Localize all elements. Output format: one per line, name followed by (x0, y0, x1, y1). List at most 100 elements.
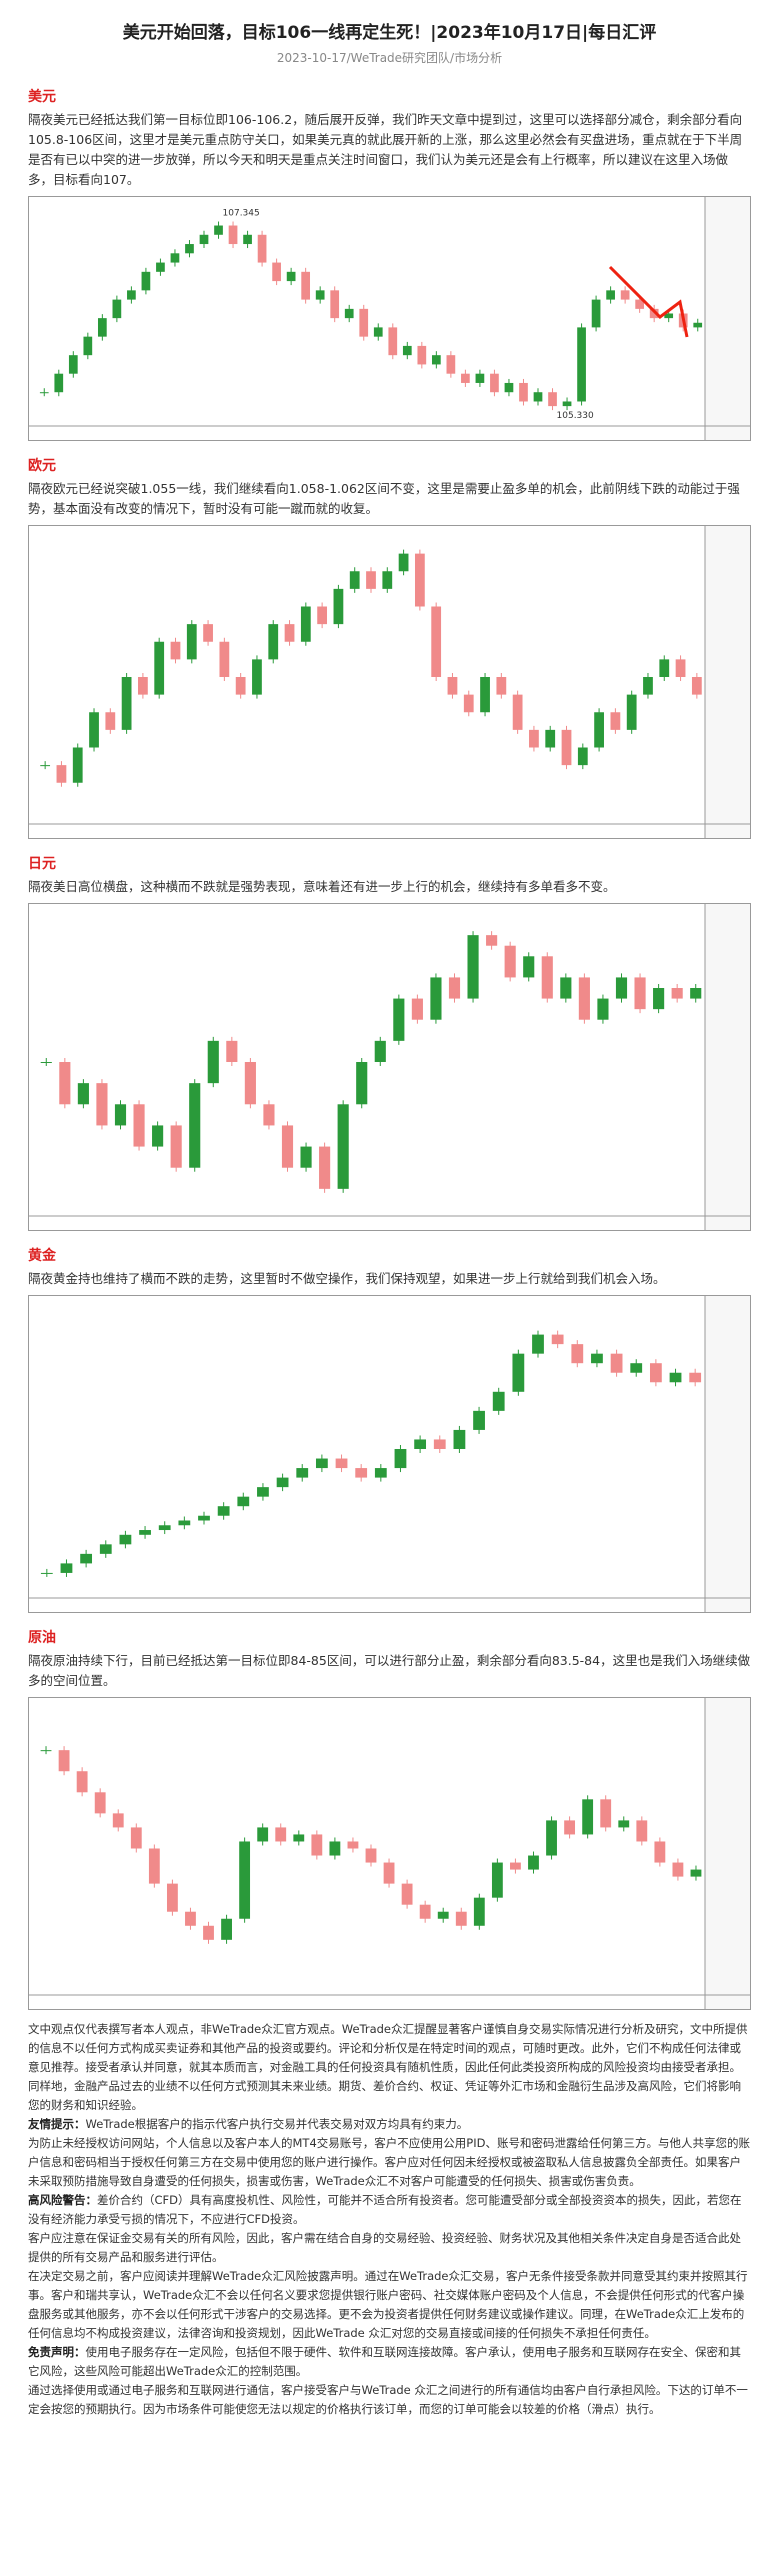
candle-body (284, 624, 295, 642)
candle-body (300, 606, 311, 642)
candle-body (591, 299, 601, 328)
section-heading: 欧元 (28, 458, 56, 474)
candle-body (252, 659, 262, 695)
candle-body (672, 1862, 684, 1877)
candle-body (355, 1468, 368, 1478)
candle-body (486, 935, 498, 946)
candle-body (551, 1334, 564, 1345)
candle-body (300, 1146, 312, 1168)
chart (28, 1295, 751, 1613)
candle-body (276, 1477, 289, 1488)
candle-body (228, 225, 238, 245)
disclaimer-text: 文中观点仅代表撰写者本人观点，非WeTrade众汇官方观点。WeTrade众汇提… (28, 2022, 748, 2112)
candle-body (634, 977, 646, 1010)
candle-body (83, 336, 93, 356)
section-text: 隔夜黄金持也维持了横而不跌的走势，这里暂时不做空操作，我们保持观望，如果进一步上… (28, 1271, 666, 1286)
candle-body (504, 382, 514, 393)
candle-body (546, 1820, 557, 1856)
price-axis (705, 1296, 750, 1612)
candle-body (275, 1827, 287, 1842)
candle-body (199, 234, 209, 245)
disclaimer-label: 高风险警告： (28, 2193, 97, 2207)
candle-body (221, 1918, 232, 1940)
candle-body (689, 1372, 702, 1383)
disclaimer-text: 为防止未经授权访问网站，个人信息以及客户本人的MT4交易账号，客户不应使用公用P… (28, 2136, 750, 2188)
candle-body (58, 1750, 70, 1772)
candle-body (207, 1040, 219, 1084)
candle-body (636, 1820, 648, 1842)
candle-body (564, 1820, 576, 1835)
candle-body (315, 290, 325, 300)
candle-body (654, 1841, 666, 1863)
candle-body (121, 677, 132, 730)
candle-body (649, 308, 659, 319)
candle-body (59, 1062, 71, 1105)
candle-body (690, 988, 702, 999)
candle-body (402, 345, 412, 356)
candle-body (373, 327, 383, 337)
candle-body (610, 712, 621, 730)
section-text: 隔夜美日高位横盘，这种横而不跌就是强势表现，意味着还有进一步上行的机会，继续持有… (28, 879, 616, 894)
disclaimer-paragraph: 在决定交易之前，客户应阅读并理解WeTrade众汇风险披露声明。通过在WeTra… (28, 2267, 751, 2343)
candle-body (257, 234, 267, 263)
disclaimer-text: 差价合约（CFD）具有高度投机性、风险性，可能并不适合所有投资者。您可能遭受部分… (28, 2193, 742, 2226)
candle-body (148, 1848, 160, 1884)
candle-body (606, 290, 615, 300)
candle-body (119, 1534, 132, 1545)
candle-body (626, 694, 637, 730)
candle-body (311, 1834, 323, 1856)
candle-body (347, 1841, 359, 1849)
candle-body (349, 571, 360, 589)
disclaimer-paragraph: 免责声明：使用电子服务存在一定风险，包括但不限于硬件、软件和互联网连接故障。客户… (28, 2343, 751, 2381)
candle-body (356, 1062, 368, 1105)
candle-body (512, 694, 523, 730)
candle-body (281, 1125, 294, 1168)
candle-body (492, 1391, 505, 1411)
price-annotation: 105.330 (557, 411, 594, 421)
section-heading: 美元 (28, 89, 56, 105)
candle-body (186, 624, 197, 660)
candle-body (620, 290, 630, 300)
candle-body (178, 1520, 191, 1526)
price-axis (705, 526, 750, 838)
candle-body (333, 588, 344, 625)
candle-body (301, 271, 311, 300)
candle-body (217, 1506, 230, 1516)
candle-body (99, 1544, 112, 1554)
candle-body (491, 1862, 503, 1898)
chart (28, 1697, 751, 2010)
candle-body (112, 1813, 124, 1828)
price-axis (705, 1698, 750, 2009)
candle-body (366, 571, 376, 589)
candle-body (659, 659, 670, 677)
candle-body (467, 935, 479, 999)
disclaimer-text: 在决定交易之前，客户应阅读并理解WeTrade众汇风险披露声明。通过在WeTra… (28, 2269, 748, 2340)
candle-body (112, 299, 122, 319)
disclaimer-paragraph: 客户应注意在保证金交易有关的所有风险，因此，客户需在结合自身的交易经验、投资经验… (28, 2229, 751, 2267)
candle-body (490, 373, 499, 393)
candle-body (156, 262, 165, 272)
candle-body (56, 765, 67, 783)
candle-body (72, 747, 83, 783)
candle-body (630, 1363, 643, 1373)
candle-body (455, 1911, 467, 1926)
price-annotation: 107.345 (223, 208, 260, 218)
candle-body (114, 1104, 127, 1126)
candle-body (463, 694, 474, 713)
candle-body (337, 1104, 349, 1189)
candle-body (257, 1487, 269, 1497)
candle-body (473, 1410, 485, 1430)
chart (28, 525, 751, 839)
candle-body (329, 1841, 341, 1856)
candle-body (675, 659, 686, 677)
candle-body (185, 244, 194, 254)
candle-body (226, 1040, 238, 1062)
sections: 美元 隔夜美元已经抵达我们第一目标位即106-106.2，随后展开反弹，我们昨天文… (28, 86, 751, 2010)
candle-body (97, 318, 107, 337)
candle-body (272, 262, 281, 282)
candle-body (541, 956, 553, 999)
candle-body (198, 1515, 210, 1521)
candle-body (40, 1572, 53, 1574)
candle-body (257, 1827, 269, 1842)
